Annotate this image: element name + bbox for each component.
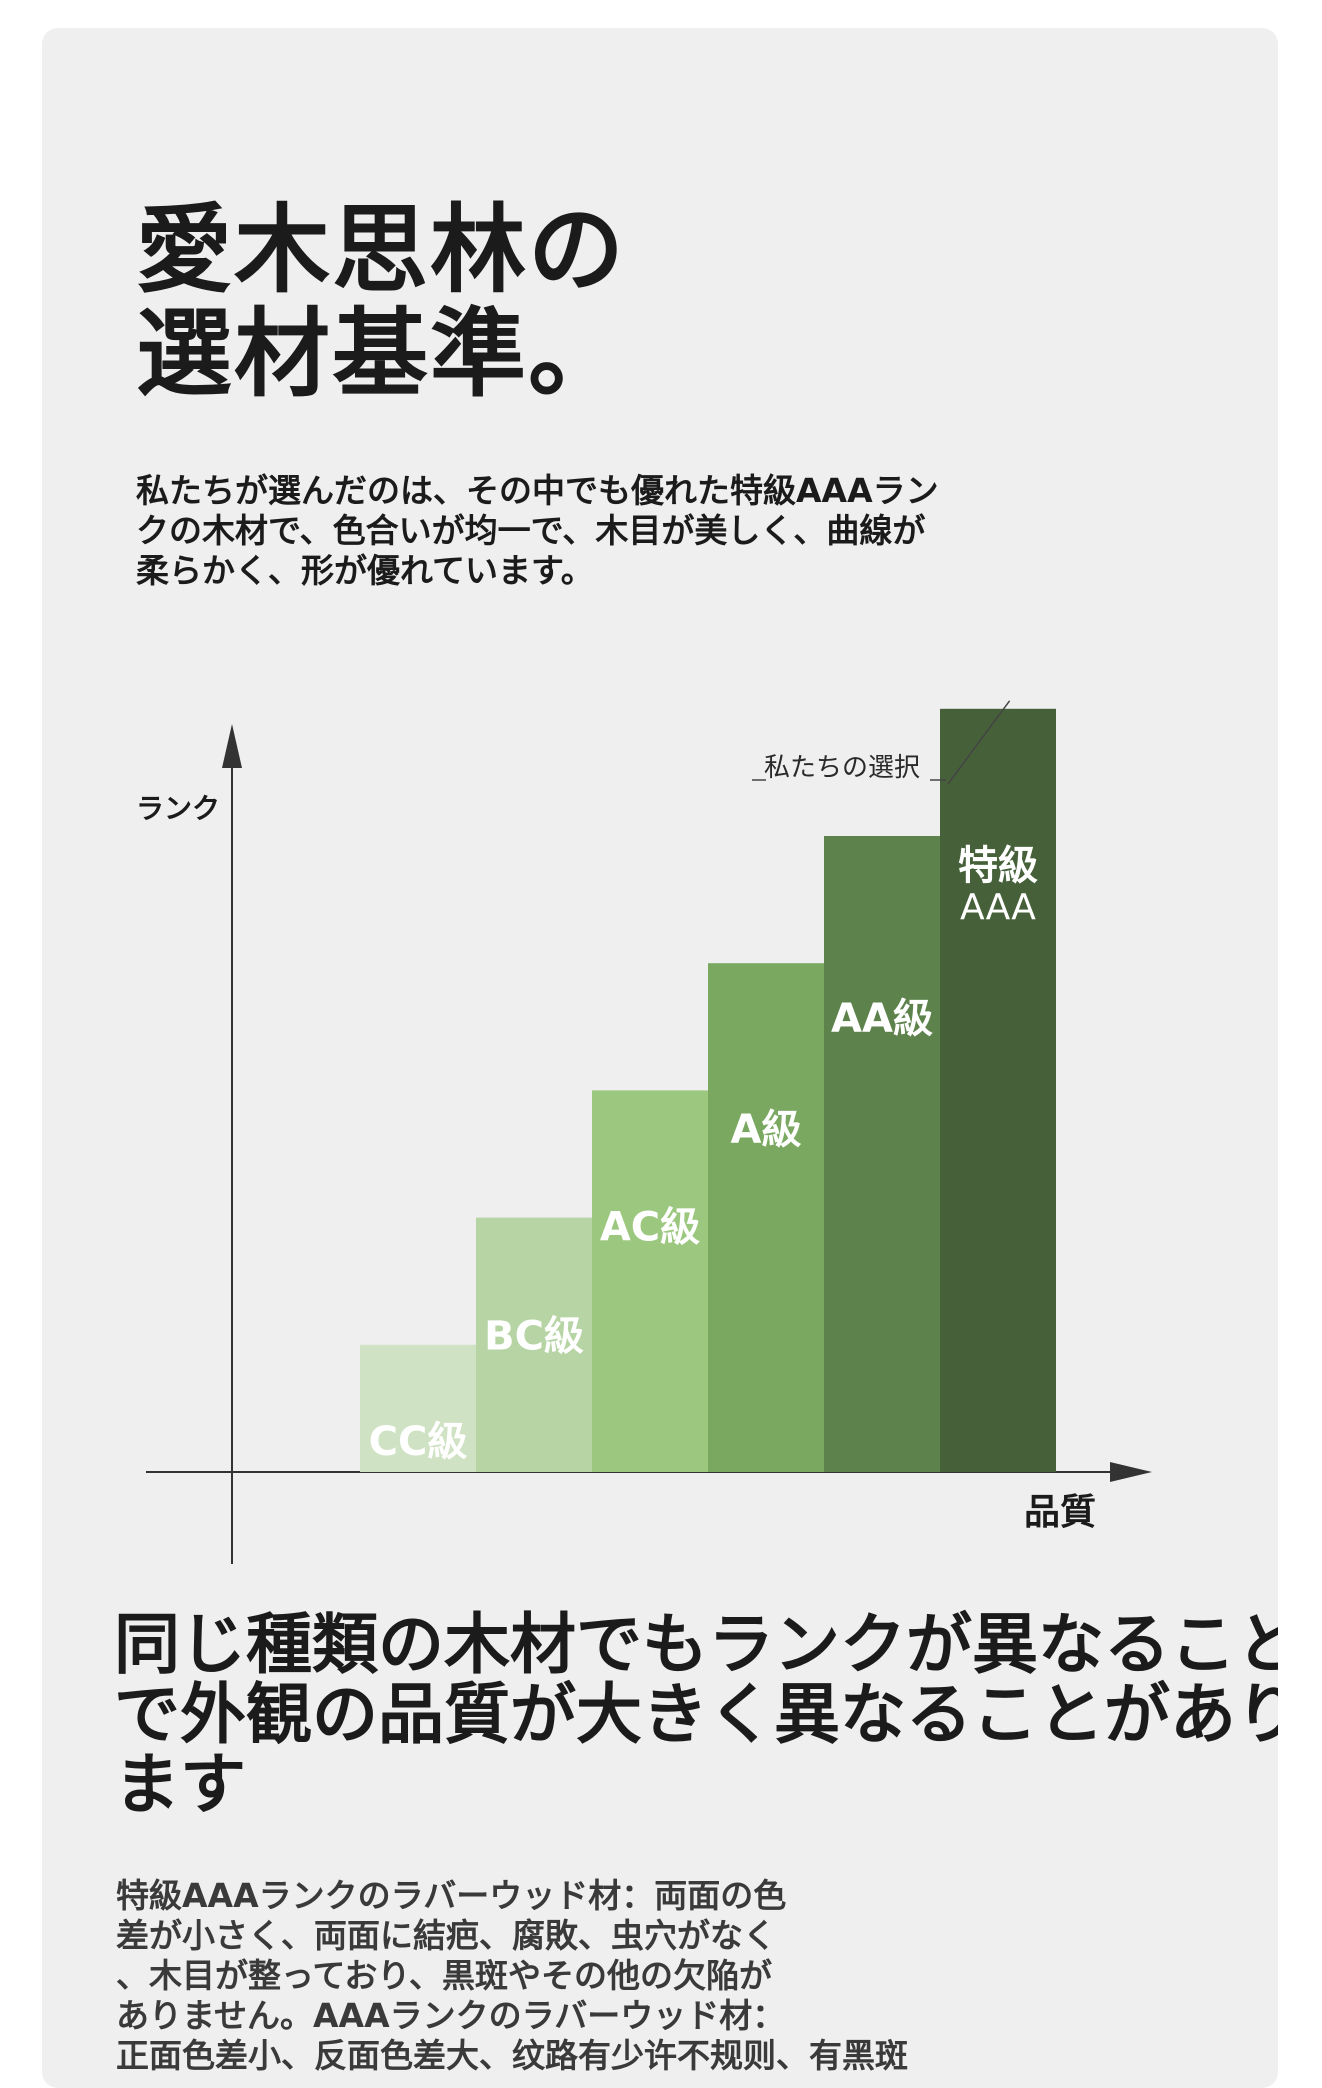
bar-1 bbox=[360, 1344, 476, 1472]
content-card: 愛木思林の 選材基準。 私たちが選んだのは、その中でも優れた特級AAAラン クの… bbox=[42, 28, 1278, 2088]
bar-label-6: 特級 bbox=[958, 843, 1038, 889]
intro-paragraph: 私たちが選んだのは、その中でも優れた特級AAAラン クの木材で、色合いが均一で、… bbox=[136, 471, 1006, 591]
section-title-line: 同じ種類の木材でもランクが異なること bbox=[114, 1606, 1278, 1683]
section-title-line: ます bbox=[114, 1746, 246, 1823]
title-line-1: 愛木思林の bbox=[136, 194, 626, 306]
bar-4 bbox=[708, 963, 824, 1472]
section-title-line: で外観の品質が大きく異なることがあり bbox=[114, 1676, 1278, 1753]
bar-2 bbox=[476, 1217, 592, 1472]
rank-bar-chart: ランク 品質 CC級 BC級 AC級 A級 AA級 特級AAA 私たちの選択 bbox=[136, 700, 1152, 1564]
bar-label-2: BC級 bbox=[484, 1314, 584, 1360]
bar-label-5: AA級 bbox=[831, 996, 933, 1042]
y-axis-label: ランク bbox=[136, 792, 220, 825]
section-body: 特級AAAランクのラバーウッド材：両面の色 差が小さく、両面に結疤、腐敗、虫穴が… bbox=[116, 1876, 908, 2076]
body-line: 正面色差小、反面色差大、纹路有少许不规则、有黑斑 bbox=[116, 2036, 908, 2075]
x-axis-arrow bbox=[1110, 1462, 1152, 1482]
intro-line: クの木材で、色合いが均一で、木目が美しく、曲線が bbox=[136, 511, 926, 550]
bar-label-1: CC級 bbox=[369, 1419, 468, 1465]
bar-6 bbox=[940, 708, 1056, 1472]
bar-label-4: A級 bbox=[731, 1107, 802, 1153]
bar-label-group: CC級 BC級 AC級 A級 AA級 特級AAA bbox=[369, 843, 1038, 1465]
title-line-2: 選材基準。 bbox=[136, 298, 626, 410]
page-title: 愛木思林の 選材基準。 bbox=[136, 198, 626, 406]
bar-5 bbox=[824, 836, 940, 1472]
bar-label-3: AC級 bbox=[600, 1204, 700, 1250]
bar-group bbox=[360, 708, 1056, 1472]
section-title: 同じ種類の木材でもランクが異なること で外観の品質が大きく異なることがあり ます bbox=[114, 1610, 1278, 1820]
bar-3 bbox=[592, 1090, 708, 1472]
x-axis-label: 品質 bbox=[1024, 1492, 1096, 1533]
annotation-group: 私たちの選択 bbox=[752, 700, 1011, 785]
bar-label-6: AAA bbox=[960, 887, 1036, 928]
y-axis-arrow bbox=[222, 724, 242, 768]
annotation-leader-line bbox=[947, 700, 1011, 785]
body-line: 特級AAAランクのラバーウッド材：両面の色 bbox=[116, 1876, 787, 1915]
body-line: 差が小さく、両面に結疤、腐敗、虫穴がなく bbox=[116, 1916, 776, 1955]
body-line: ありません。AAAランクのラバーウッド材： bbox=[116, 1996, 786, 2035]
intro-line: 私たちが選んだのは、その中でも優れた特級AAAラン bbox=[136, 471, 939, 510]
intro-line: 柔らかく、形が優れています。 bbox=[136, 551, 594, 590]
body-line: 、木目が整っており、黒斑やその他の欠陥が bbox=[116, 1956, 773, 1995]
annotation-label: 私たちの選択 bbox=[764, 753, 920, 783]
